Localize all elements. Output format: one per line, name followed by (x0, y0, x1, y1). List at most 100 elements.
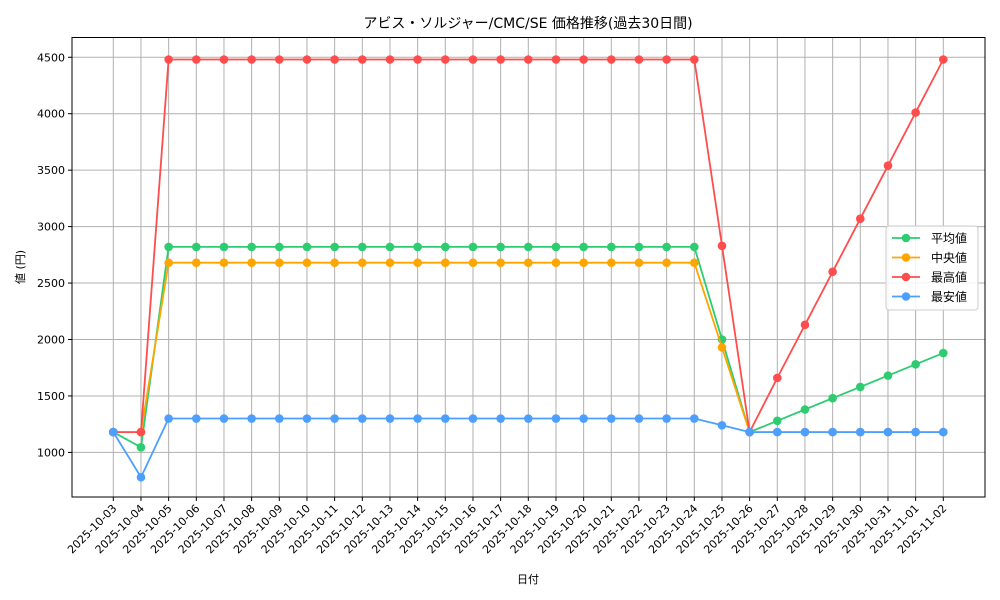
legend-label: 中央値 (931, 250, 967, 265)
data-point (219, 55, 229, 64)
data-point (358, 414, 367, 423)
data-point (302, 55, 312, 64)
data-point (939, 427, 948, 437)
data-point (247, 242, 256, 252)
data-point (219, 242, 229, 252)
data-point (302, 242, 312, 252)
data-point (634, 258, 644, 268)
x-axis-label: 日付 (517, 573, 539, 586)
data-point (247, 258, 256, 268)
data-point (883, 427, 893, 437)
data-point (192, 242, 201, 252)
series-3 (109, 414, 948, 482)
data-point (219, 258, 229, 268)
data-point (579, 55, 588, 64)
data-point (468, 55, 478, 64)
data-point (413, 414, 422, 423)
data-point (468, 258, 478, 268)
data-point (358, 258, 367, 268)
data-point (441, 258, 450, 268)
data-point (164, 55, 173, 64)
y-tick-label: 4500 (37, 51, 65, 64)
data-point (800, 320, 810, 330)
data-point (551, 55, 561, 64)
legend-item: 平均値 (892, 231, 967, 246)
data-point (275, 414, 284, 423)
data-point (607, 242, 616, 252)
x-axis: 2025-10-032025-10-042025-10-052025-10-06… (65, 497, 949, 556)
data-point (524, 242, 533, 252)
legend-label: 最高値 (931, 270, 967, 285)
data-point (385, 55, 395, 64)
data-point (800, 405, 810, 414)
data-point (662, 55, 671, 64)
legend-label: 平均値 (931, 231, 967, 246)
data-point (358, 55, 367, 64)
legend-marker-icon (901, 233, 911, 243)
data-point (800, 427, 810, 437)
data-point (579, 258, 588, 268)
data-point (662, 242, 671, 252)
data-point (330, 55, 339, 64)
data-point (192, 258, 201, 268)
data-point (247, 414, 256, 423)
data-point (607, 55, 616, 64)
data-point (330, 258, 339, 268)
data-point (828, 267, 837, 277)
data-point (551, 258, 561, 268)
data-point (607, 414, 616, 423)
data-point (551, 414, 561, 423)
data-point (413, 242, 422, 252)
y-tick-label: 2500 (37, 277, 65, 290)
data-point (662, 258, 671, 268)
data-point (745, 427, 754, 437)
legend-label: 最安値 (931, 289, 967, 304)
data-point (219, 414, 229, 423)
data-point (773, 416, 782, 426)
data-point (524, 258, 533, 268)
legend-marker-icon (901, 292, 911, 301)
data-point (302, 258, 312, 268)
data-point (164, 258, 173, 268)
data-point (828, 393, 837, 403)
data-point (883, 371, 893, 380)
data-point (717, 343, 727, 352)
legend-marker-icon (901, 253, 911, 262)
data-point (441, 55, 450, 64)
data-point (330, 414, 339, 423)
data-point (579, 414, 588, 423)
data-point (717, 421, 727, 430)
y-axis-label: 値 (円) (14, 250, 27, 284)
data-point (192, 55, 201, 64)
y-tick-label: 3000 (37, 221, 65, 234)
y-tick-label: 3500 (37, 164, 65, 177)
data-point (468, 414, 478, 423)
data-point (468, 242, 478, 252)
data-point (773, 427, 782, 437)
y-tick-label: 1000 (37, 446, 65, 459)
grid-lines (72, 37, 985, 497)
data-point (413, 258, 422, 268)
data-point (136, 443, 146, 452)
data-point (247, 55, 256, 64)
data-point (634, 242, 644, 252)
y-tick-label: 2000 (37, 334, 65, 347)
data-point (496, 242, 505, 252)
data-point (662, 414, 671, 423)
legend-item: 最安値 (892, 289, 967, 304)
data-point (856, 382, 865, 392)
data-point (385, 258, 395, 268)
data-point (164, 242, 173, 252)
series-lines (109, 55, 948, 482)
series-2 (109, 55, 948, 437)
data-point (330, 242, 339, 252)
data-point (883, 161, 893, 170)
data-point (690, 242, 699, 252)
legend-item: 中央値 (892, 250, 967, 265)
data-point (385, 242, 395, 252)
legend-item: 最高値 (892, 270, 967, 285)
chart-title: アビス・ソルジャー/CMC/SE 価格推移(過去30日間) (363, 16, 692, 32)
